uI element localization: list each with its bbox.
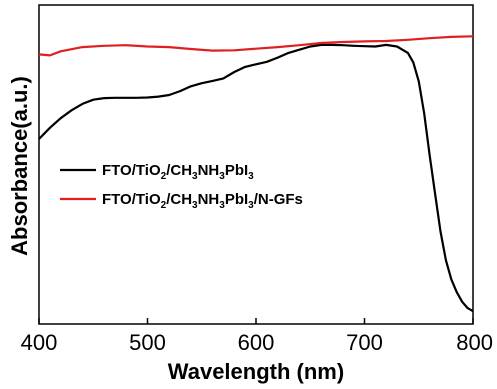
plot-area: 400 500 600 700 800 FTO/TiO2/CH3NH3PbI3FTO/T… [21, 4, 493, 355]
y-axis-label: Absorbance(a.u.) [7, 76, 32, 256]
legend-label-2: FTO/TiO2/CH3NH3PbI3/N-GFs [102, 191, 303, 211]
series-line-1 [38, 43, 474, 313]
x-tick-label: 400 [21, 330, 58, 355]
x-tick-label: 700 [346, 330, 383, 355]
x-tick-label: 600 [238, 330, 275, 355]
series-layer [38, 35, 474, 313]
legend-label-1: FTO/TiO2/CH3NH3PbI3 [102, 162, 254, 182]
x-axis-label: Wavelength (nm) [168, 359, 344, 384]
x-tick-label: 800 [456, 330, 493, 355]
legend: FTO/TiO2/CH3NH3PbI3 FTO/TiO2/CH3NH3PbI3/N… [60, 162, 303, 211]
x-ticks: 400 500 600 700 800 [21, 318, 493, 355]
x-tick-label: 500 [129, 330, 166, 355]
series-line-2 [38, 35, 474, 57]
